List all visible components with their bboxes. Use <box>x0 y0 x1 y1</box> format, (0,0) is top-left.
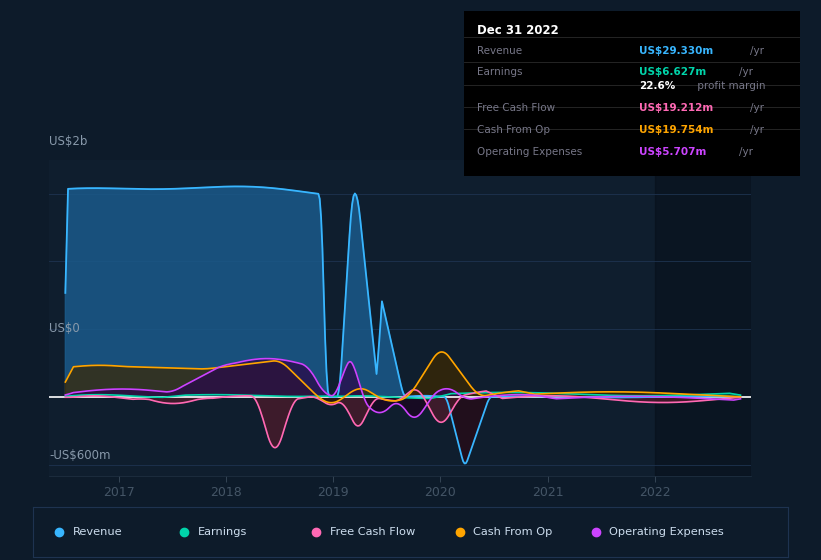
Text: /yr: /yr <box>739 147 753 157</box>
Text: /yr: /yr <box>750 103 764 113</box>
Text: Free Cash Flow: Free Cash Flow <box>330 527 415 537</box>
Text: US$0: US$0 <box>49 321 80 335</box>
Text: Operating Expenses: Operating Expenses <box>477 147 583 157</box>
Text: Operating Expenses: Operating Expenses <box>609 527 724 537</box>
Text: Cash From Op: Cash From Op <box>473 527 553 537</box>
Text: Earnings: Earnings <box>477 67 523 77</box>
Text: /yr: /yr <box>750 125 764 135</box>
Text: Free Cash Flow: Free Cash Flow <box>477 103 556 113</box>
Text: Dec 31 2022: Dec 31 2022 <box>477 25 559 38</box>
Text: US$2b: US$2b <box>49 136 88 148</box>
Text: US$19.754m: US$19.754m <box>639 125 713 135</box>
Text: /yr: /yr <box>750 46 764 56</box>
Text: US$19.212m: US$19.212m <box>639 103 713 113</box>
Text: US$6.627m: US$6.627m <box>639 67 706 77</box>
Text: /yr: /yr <box>739 67 753 77</box>
Text: Revenue: Revenue <box>73 527 122 537</box>
Text: Cash From Op: Cash From Op <box>477 125 550 135</box>
Bar <box>655 160 751 476</box>
Text: profit margin: profit margin <box>695 81 766 91</box>
Text: US$29.330m: US$29.330m <box>639 46 713 56</box>
Text: -US$600m: -US$600m <box>49 449 111 462</box>
Text: 22.6%: 22.6% <box>639 81 675 91</box>
Text: Revenue: Revenue <box>477 46 522 56</box>
Text: Earnings: Earnings <box>198 527 247 537</box>
Text: US$5.707m: US$5.707m <box>639 147 706 157</box>
